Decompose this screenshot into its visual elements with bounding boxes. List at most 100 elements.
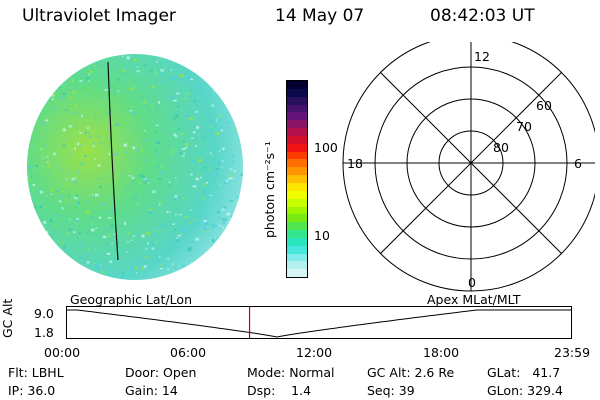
altitude-curve bbox=[66, 309, 572, 338]
disk-speckle bbox=[159, 200, 163, 204]
disk-speckle bbox=[215, 118, 217, 122]
disk-speckle bbox=[96, 62, 98, 66]
disk-speckle bbox=[138, 60, 141, 62]
status-seq: Seq: 39 bbox=[367, 383, 415, 398]
disk-speckle bbox=[217, 164, 219, 166]
disk-speckle bbox=[82, 129, 84, 131]
instrument-title: Ultraviolet Imager bbox=[22, 6, 176, 26]
disk-speckle bbox=[211, 58, 214, 61]
apex-label: Apex MLat/MLT bbox=[427, 292, 521, 307]
disk-speckle bbox=[172, 243, 175, 245]
disk-speckle bbox=[34, 167, 36, 169]
disk-speckle bbox=[100, 104, 103, 107]
disk-speckle bbox=[185, 114, 190, 117]
colorbar bbox=[286, 80, 308, 278]
disk-speckle bbox=[129, 183, 133, 185]
disk-speckle bbox=[91, 215, 93, 219]
disk-speckle bbox=[45, 195, 47, 197]
disk-speckle bbox=[190, 173, 193, 176]
disk-speckle bbox=[215, 168, 219, 170]
disk-speckle bbox=[136, 243, 139, 246]
disk-speckle bbox=[62, 190, 64, 193]
disk-speckle bbox=[160, 79, 162, 82]
disk-speckle bbox=[212, 227, 214, 229]
disk-speckle bbox=[167, 268, 169, 271]
disk-speckle bbox=[94, 262, 96, 265]
disk-speckle bbox=[54, 100, 58, 102]
disk-speckle bbox=[179, 132, 183, 135]
disk-speckle bbox=[36, 249, 41, 252]
disk-speckle bbox=[182, 273, 185, 275]
disk-speckle bbox=[193, 218, 196, 221]
disk-speckle bbox=[126, 67, 129, 70]
disk-speckle bbox=[28, 246, 31, 249]
disk-speckle bbox=[75, 206, 77, 209]
disk-speckle bbox=[87, 248, 91, 251]
disk-speckle bbox=[195, 238, 199, 241]
disk-speckle bbox=[183, 196, 185, 200]
disk-speckle bbox=[194, 161, 198, 163]
disk-speckle bbox=[102, 162, 103, 164]
disk-speckle bbox=[140, 275, 143, 277]
disk-speckle bbox=[97, 177, 100, 180]
disk-speckle bbox=[95, 263, 98, 265]
disk-speckle bbox=[107, 217, 112, 219]
disk-speckle bbox=[181, 107, 184, 109]
disk-speckle bbox=[172, 77, 176, 80]
disk-speckle bbox=[62, 96, 65, 99]
disk-speckle bbox=[51, 98, 54, 101]
disk-speckle bbox=[187, 151, 191, 153]
disk-speckle bbox=[160, 171, 164, 174]
disk-speckle bbox=[206, 181, 209, 184]
disk-speckle bbox=[42, 157, 44, 159]
disk-speckle bbox=[98, 278, 103, 280]
disk-speckle bbox=[144, 182, 147, 184]
disk-speckle bbox=[236, 127, 240, 130]
disk-speckle bbox=[53, 89, 55, 92]
disk-speckle bbox=[158, 256, 161, 259]
disk-speckle bbox=[160, 165, 164, 168]
disk-speckle bbox=[151, 104, 154, 108]
disk-speckle bbox=[114, 141, 117, 143]
disk-speckle bbox=[221, 160, 224, 163]
disk-speckle bbox=[245, 195, 246, 197]
disk-speckle bbox=[189, 82, 192, 85]
disk-speckle bbox=[61, 85, 65, 87]
disk-speckle bbox=[102, 105, 105, 108]
disk-speckle bbox=[230, 272, 234, 274]
disk-speckle bbox=[208, 194, 213, 196]
disk-speckle bbox=[132, 146, 135, 150]
disk-speckle bbox=[144, 64, 147, 66]
disk-speckle bbox=[147, 182, 150, 185]
mlt-label-18: 18 bbox=[347, 156, 363, 171]
disk-speckle bbox=[172, 60, 176, 63]
disk-speckle bbox=[246, 204, 248, 206]
disk-speckle bbox=[203, 268, 206, 271]
disk-speckle bbox=[111, 96, 114, 98]
disk-speckle bbox=[43, 269, 45, 272]
disk-speckle bbox=[130, 84, 133, 87]
disk-speckle bbox=[28, 166, 31, 169]
disk-speckle bbox=[122, 271, 124, 274]
disk-speckle bbox=[136, 149, 140, 152]
disk-speckle bbox=[197, 174, 199, 177]
disk-speckle bbox=[120, 92, 123, 94]
colorbar-cell bbox=[287, 104, 307, 113]
disk-speckle bbox=[143, 130, 146, 132]
disk-speckle bbox=[181, 155, 185, 157]
disk-speckle bbox=[113, 175, 118, 177]
disk-speckle bbox=[27, 144, 31, 146]
disk-speckle bbox=[169, 54, 171, 56]
disk-speckle bbox=[39, 147, 44, 149]
disk-speckle bbox=[59, 52, 62, 53]
gc-alt-axis-label: GC Alt bbox=[0, 298, 15, 338]
disk-speckle bbox=[38, 103, 40, 105]
disk-speckle bbox=[105, 138, 109, 140]
disk-speckle bbox=[222, 221, 225, 225]
disk-speckle bbox=[54, 107, 57, 110]
colorbar-cell bbox=[287, 159, 307, 168]
disk-speckle bbox=[78, 201, 80, 205]
disk-speckle bbox=[102, 227, 107, 230]
colorbar-cell bbox=[287, 167, 307, 176]
colorbar-cell bbox=[287, 269, 307, 277]
